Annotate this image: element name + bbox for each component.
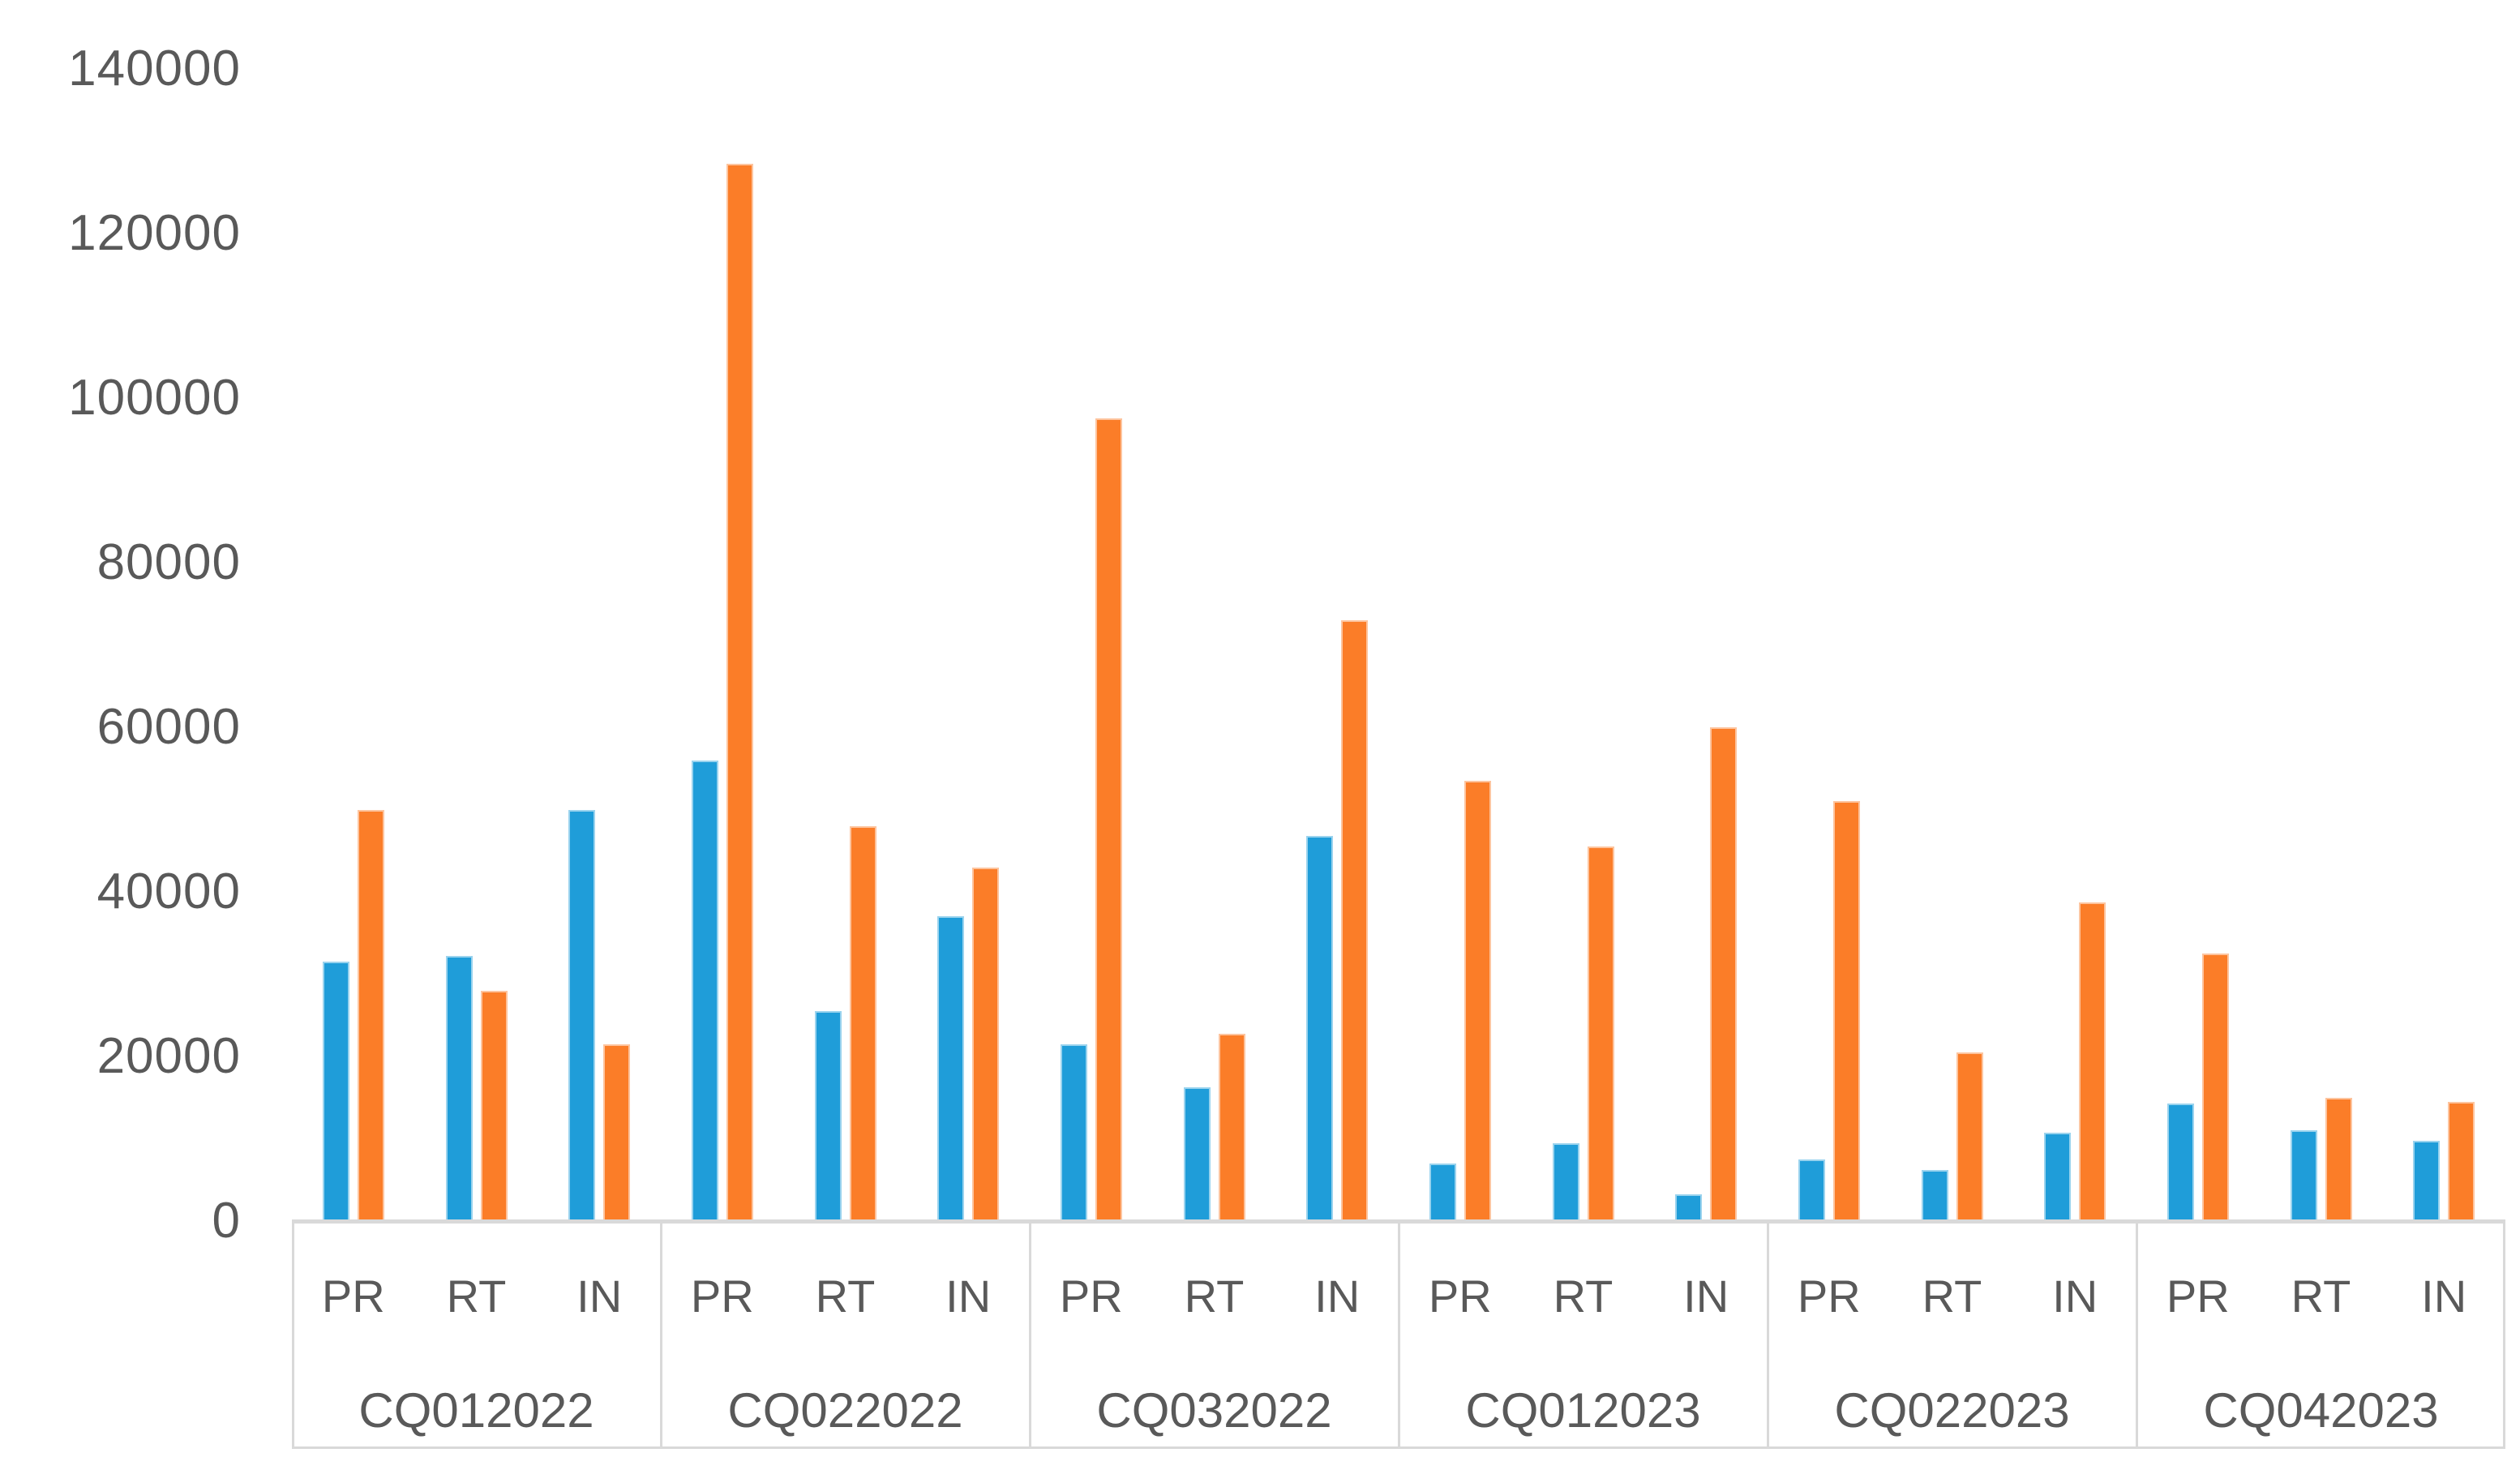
bar-blue-CQ012022-PR [322,962,349,1221]
bar-orange-CQ012023-IN [1710,727,1738,1221]
bar-orange-CQ022023-RT [1956,1052,1983,1221]
group-label: CQ032022 [1096,1382,1332,1438]
sub-category-label: PR [1428,1271,1492,1322]
bar-orange-CQ012022-RT [480,990,508,1221]
group-separator [1029,1221,1031,1449]
y-axis-tick-label: 60000 [96,699,241,755]
bar-orange-CQ012022-IN [603,1044,631,1221]
sub-category-label: PR [2166,1271,2230,1322]
bar-orange-CQ032022-IN [1341,620,1369,1221]
x-axis-line [292,1219,2505,1223]
sub-category-label: IN [1683,1271,1729,1322]
bar-orange-CQ042023-IN [2448,1101,2475,1221]
y-axis-tick-label: 40000 [96,864,241,919]
sub-category-label: IN [1314,1271,1361,1322]
bar-orange-CQ032022-PR [1095,418,1122,1221]
bar-blue-CQ022022-PR [691,760,718,1221]
bar-orange-CQ022022-RT [849,825,876,1221]
group-separator [660,1221,662,1449]
sub-category-label: PR [321,1271,385,1322]
group-label: CQ022022 [727,1382,963,1438]
y-axis-tick-label: 140000 [68,41,241,96]
sub-category-label: IN [945,1271,992,1322]
group-label: CQ022023 [1834,1382,2070,1438]
bar-orange-CQ042023-PR [2201,954,2229,1221]
bar-blue-CQ032022-PR [1060,1044,1087,1221]
group-label: CQ012022 [358,1382,594,1438]
sub-category-label: RT [446,1271,507,1322]
bar-blue-CQ022022-IN [937,916,965,1221]
sub-category-label: PR [1059,1271,1123,1322]
bar-blue-CQ022022-RT [814,1011,842,1221]
bar-orange-CQ012022-PR [357,809,384,1221]
y-axis-tick-label: 120000 [68,205,241,261]
bar-blue-CQ032022-IN [1306,836,1334,1221]
bar-orange-CQ012023-PR [1464,780,1491,1221]
group-separator [1767,1221,1769,1449]
bar-blue-CQ012023-PR [1429,1163,1456,1221]
group-separator [1398,1221,1400,1449]
sub-category-label: RT [1553,1271,1614,1322]
bar-orange-CQ022023-PR [1832,801,1860,1221]
bar-orange-CQ032022-RT [1218,1034,1245,1221]
bar-blue-CQ032022-RT [1183,1087,1211,1221]
y-axis-tick-label: 0 [212,1193,241,1249]
bar-blue-CQ042023-PR [2166,1104,2194,1221]
bar-blue-CQ022023-IN [2044,1132,2072,1221]
bar-blue-CQ042023-RT [2290,1130,2317,1221]
bar-blue-CQ042023-IN [2413,1141,2441,1221]
bar-orange-CQ022022-IN [972,867,1000,1221]
group-separator [2136,1221,2138,1449]
sub-category-label: PR [1797,1271,1861,1322]
sub-category-label: RT [815,1271,876,1322]
y-axis-tick-label: 20000 [96,1028,241,1084]
sub-category-label: IN [2052,1271,2098,1322]
sub-category-label: IN [2421,1271,2467,1322]
bar-blue-CQ012022-IN [568,809,596,1221]
bar-blue-CQ022023-RT [1921,1169,1948,1221]
bar-orange-CQ022023-IN [2079,902,2106,1221]
sub-category-label: RT [1184,1271,1245,1322]
bar-orange-CQ042023-RT [2325,1097,2352,1221]
y-axis-tick-label: 100000 [68,370,241,426]
bar-orange-CQ012023-RT [1587,846,1614,1221]
sub-category-label: PR [690,1271,754,1322]
sub-category-label: IN [576,1271,623,1322]
bar-blue-CQ012022-RT [445,955,473,1221]
bar-orange-CQ022022-PR [726,163,753,1221]
sub-category-label: RT [1922,1271,1982,1322]
bar-blue-CQ012023-RT [1552,1142,1579,1221]
bar-blue-CQ022023-PR [1798,1159,1825,1221]
y-axis-tick-label: 80000 [96,534,241,590]
group-label: CQ042023 [2203,1382,2439,1438]
sub-category-label: RT [2291,1271,2351,1322]
bar-blue-CQ012023-IN [1675,1194,1703,1221]
group-label: CQ012023 [1465,1382,1701,1438]
